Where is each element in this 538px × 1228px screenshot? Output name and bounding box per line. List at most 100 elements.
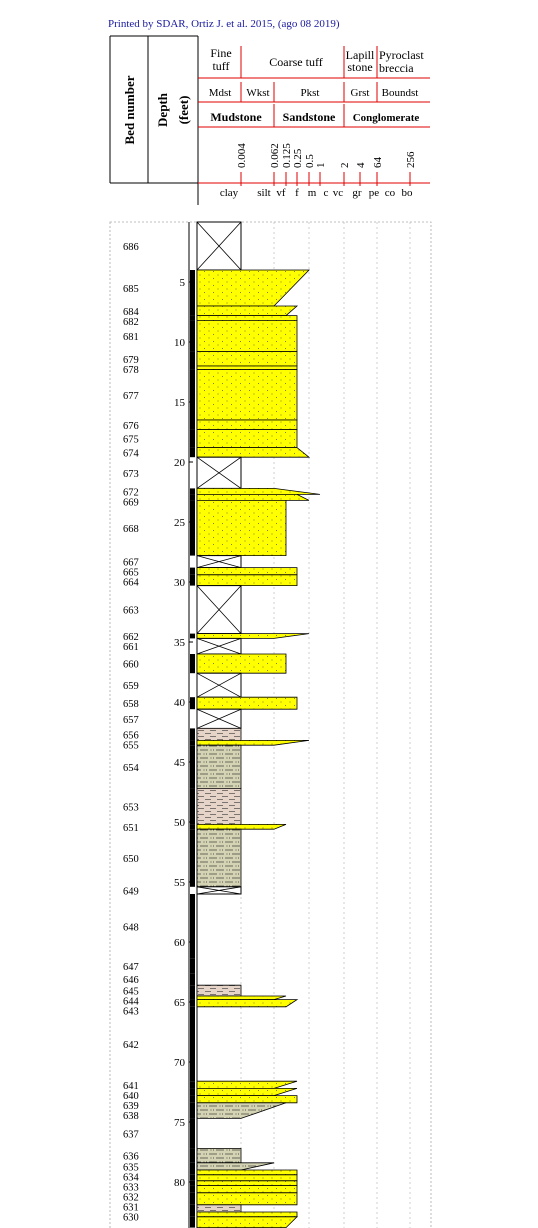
exposure-bar: [190, 1180, 195, 1186]
covered-cross-line: [196, 708, 242, 729]
lapilli-label-2: stone: [347, 60, 372, 74]
bed-sandstone: [196, 493, 310, 501]
bed-number-label: 646: [123, 975, 139, 986]
depth-tick-label: 25: [174, 517, 186, 529]
bed-number-label: 669: [123, 497, 139, 508]
exposure-bar: [190, 654, 195, 674]
grain-class-label: pe: [369, 187, 380, 199]
dunham-mdst-label: Mdst: [209, 87, 232, 99]
grain-class-label: c: [324, 187, 329, 199]
depth-tick-label: 45: [174, 757, 186, 769]
exposure-bar: [190, 420, 195, 430]
depth-tick-label: 55: [174, 877, 186, 889]
bed-sandstone: [196, 487, 321, 495]
bed-number-label: 648: [123, 922, 139, 933]
bed-number-label: 638: [123, 1111, 139, 1122]
bed-number-label: 659: [123, 681, 139, 692]
exposure-bar: [190, 429, 195, 448]
exposure-bar: [190, 633, 195, 639]
bed-siltstone: [196, 828, 242, 888]
covered-cross-line: [196, 638, 242, 655]
bed-sandstone: [196, 319, 298, 353]
bed-number-label: 676: [123, 421, 139, 432]
bed-number-label: 649: [123, 886, 139, 897]
dunham-boundst-label: Boundst: [382, 87, 419, 99]
bed-number-label: 657: [123, 715, 139, 726]
bed-number-label: 661: [123, 642, 139, 653]
dunham-grst-label: Grst: [351, 87, 370, 99]
pyroclast-label-1: Pyroclast: [379, 48, 424, 62]
exposure-bar: [190, 488, 195, 495]
lapilli-label-1: Lapill: [346, 48, 375, 62]
bed-number-label: 673: [123, 469, 139, 480]
exposure-bar: [190, 320, 195, 352]
bed-siltstone: [196, 1148, 242, 1164]
bed-sandstone: [196, 633, 310, 639]
depth-tick-label: 35: [174, 637, 186, 649]
depth-tick-label: 40: [174, 697, 186, 709]
bed-number-label: 650: [123, 854, 139, 865]
bed-number-label: 635: [123, 1162, 139, 1173]
bed-number-label: 651: [123, 823, 139, 834]
bed-sandstone: [196, 315, 298, 321]
lithology-mudstone-label: Mudstone: [210, 110, 262, 124]
bed-number-label: 655: [123, 740, 139, 751]
depth-tick-label: 60: [174, 937, 186, 949]
grain-size-label: 0.004: [236, 143, 248, 168]
depth-tick-label: 10: [174, 337, 186, 349]
depth-tick-label: 15: [174, 397, 186, 409]
exposure-bar: [190, 366, 195, 370]
exposure-bar: [190, 1185, 195, 1193]
grain-class-label: vc: [333, 187, 344, 199]
exposure-bar: [190, 1204, 195, 1212]
lithology-conglomerate-label: Conglomerate: [353, 112, 420, 124]
grain-class-label: m: [308, 187, 317, 199]
exposure-bar: [190, 351, 195, 366]
bed-number-label: 682: [123, 317, 139, 328]
bed-number-label: 684: [123, 307, 140, 318]
exposure-bar: [190, 1006, 195, 1082]
bed-sandstone: [196, 351, 298, 367]
exposure-bar: [190, 1102, 195, 1119]
grain-size-label: 0.25: [292, 148, 304, 168]
bed-number-label: 679: [123, 355, 139, 366]
bed-number-label: 636: [123, 1152, 139, 1163]
bed-number-label: 663: [123, 606, 139, 617]
covered-cross-line: [196, 585, 242, 634]
bed-number-label: 674: [123, 448, 140, 459]
bed-number-label: 633: [123, 1182, 139, 1193]
exposure-bar: [190, 1216, 195, 1228]
depth-label: Depth: [155, 92, 170, 127]
bed-number-label: 660: [123, 660, 139, 671]
bed-sandstone: [196, 1174, 298, 1182]
grain-size-label: 64: [372, 157, 384, 169]
grain-size-label: 0.125: [281, 143, 293, 168]
grain-size-label: 2: [339, 163, 351, 169]
grain-class-label: co: [385, 187, 396, 199]
bed-number-label: 643: [123, 1007, 139, 1018]
exposure-bar: [190, 306, 195, 316]
exposure-bar: [190, 1192, 195, 1205]
bed-sandstone: [196, 696, 298, 710]
grain-size-label: 256: [405, 151, 417, 168]
bed-mudstone: [196, 1204, 242, 1213]
exposure-bar: [190, 574, 195, 586]
exposure-bar: [190, 1148, 195, 1163]
depth-tick-label: 65: [174, 997, 186, 1009]
grain-class-label: bo: [402, 187, 414, 199]
bed-number-label: 632: [123, 1192, 139, 1203]
exposure-bar: [190, 1081, 195, 1089]
bed-number-label: 675: [123, 435, 139, 446]
bed-sandstone: [196, 447, 311, 458]
covered-cross-line: [196, 886, 242, 895]
depth-tick-label: 30: [174, 577, 186, 589]
depth-tick-label: 70: [174, 1057, 186, 1069]
exposure-bar: [190, 697, 195, 710]
bed-number-label: 672: [123, 487, 139, 498]
bed-number-label: Bed number: [122, 75, 137, 144]
grain-size-label: 1: [315, 163, 327, 169]
exposure-bar: [190, 740, 195, 746]
exposure-bar: [190, 494, 195, 501]
exposure-bar: [190, 1162, 195, 1170]
